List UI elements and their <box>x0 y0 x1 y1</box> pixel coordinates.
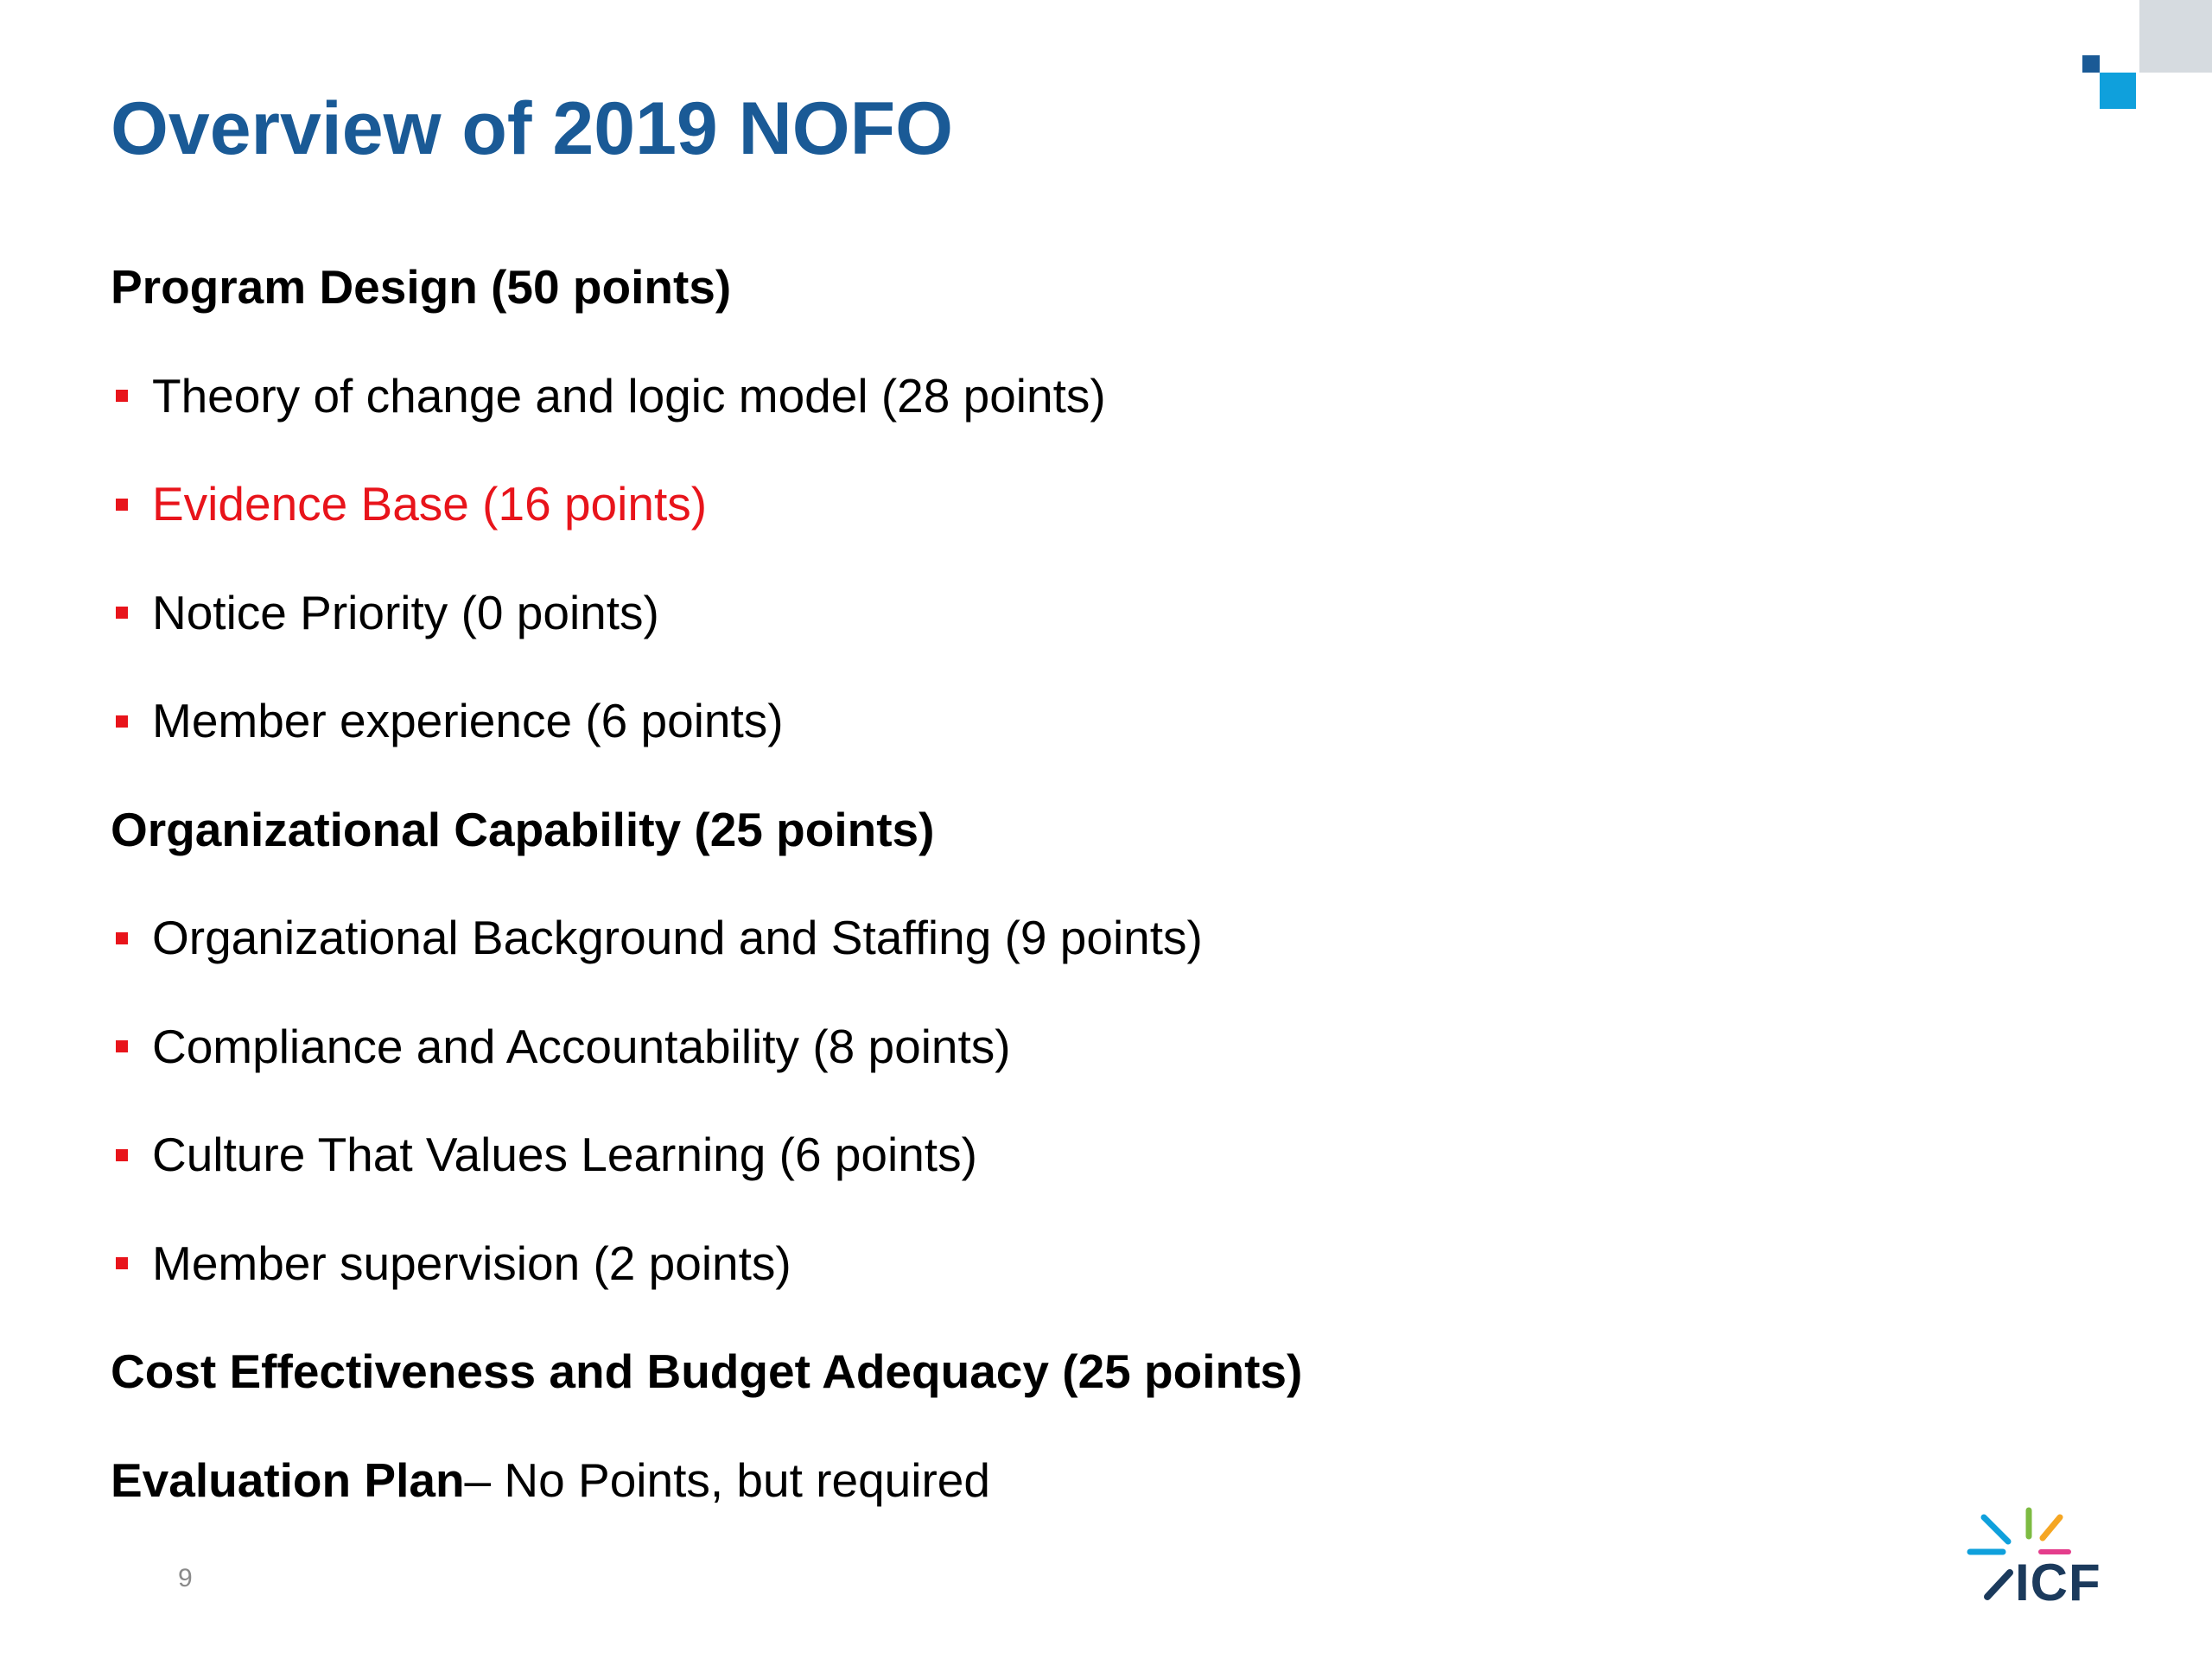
bullet-item: Compliance and Accountability (8 points) <box>111 993 2012 1102</box>
bullet-text: Culture That Values Learning (6 points) <box>152 1128 977 1182</box>
icf-logo: ICF <box>1967 1505 2113 1619</box>
bullet-item-highlighted: Evidence Base (16 points) <box>111 450 2012 559</box>
bullet-item: Member supervision (2 points) <box>111 1210 2012 1319</box>
bullet-text: Organizational Background and Staffing (… <box>152 911 1203 965</box>
bullet-item: Notice Priority (0 points) <box>111 559 2012 668</box>
evaluation-plan-heading: Evaluation Plan <box>111 1452 465 1507</box>
bullet-text: Member experience (6 points) <box>152 694 784 748</box>
evaluation-plan-note: – No Points, but required <box>464 1452 990 1507</box>
logo-text: ICF <box>2015 1554 2101 1611</box>
evaluation-plan-line: Evaluation Plan – No Points, but require… <box>111 1427 2012 1535</box>
bullet-text-highlighted: Evidence Base (16 points) <box>152 477 708 531</box>
bullet-square-icon <box>116 1040 128 1053</box>
bullet-item: Culture That Values Learning (6 points) <box>111 1101 2012 1210</box>
corner-dark-square <box>2082 55 2100 73</box>
corner-gray-square <box>2139 0 2212 73</box>
bullet-square-icon <box>116 715 128 728</box>
page-number: 9 <box>178 1564 193 1592</box>
slide-title: Overview of 2019 NOFO <box>111 87 954 170</box>
bullet-item: Member experience (6 points) <box>111 667 2012 776</box>
corner-decoration <box>2039 0 2212 121</box>
corner-blue-square <box>2100 73 2136 109</box>
slide-content: Program Design (50 points) Theory of cha… <box>111 233 2012 1535</box>
bullet-square-icon <box>116 1257 128 1270</box>
bullet-text: Notice Priority (0 points) <box>152 585 659 639</box>
bullet-text: Compliance and Accountability (8 points) <box>152 1019 1011 1073</box>
bullet-square-icon <box>116 390 128 403</box>
icf-burst-logo-icon <box>1967 1507 2071 1600</box>
section-heading-organizational-capability: Organizational Capability (25 points) <box>111 802 935 856</box>
bullet-text: Member supervision (2 points) <box>152 1236 791 1290</box>
bullet-square-icon <box>116 607 128 620</box>
bullet-text: Theory of change and logic model (28 poi… <box>152 368 1106 423</box>
bullet-square-icon <box>116 931 128 944</box>
section-heading-program-design: Program Design (50 points) <box>111 260 732 315</box>
bullet-item: Theory of change and logic model (28 poi… <box>111 342 2012 451</box>
bullet-square-icon <box>116 498 128 511</box>
bullet-square-icon <box>116 1148 128 1161</box>
bullet-item: Organizational Background and Staffing (… <box>111 884 2012 993</box>
section-heading-cost-effectiveness: Cost Effectiveness and Budget Adequacy (… <box>111 1344 1303 1399</box>
